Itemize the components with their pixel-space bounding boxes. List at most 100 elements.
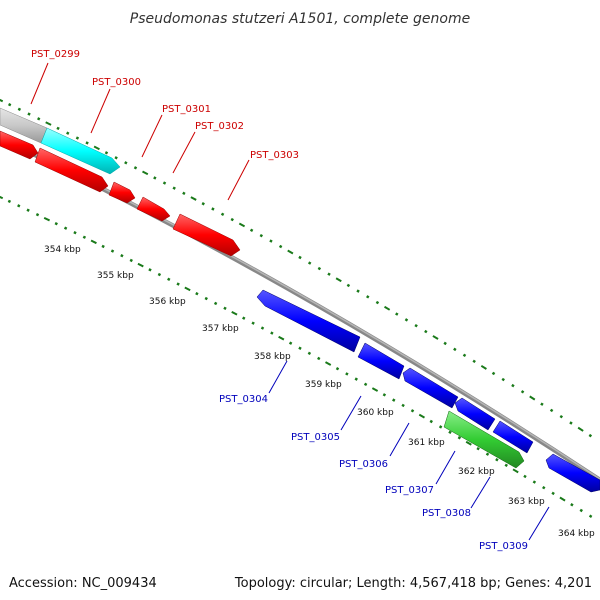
minor-tick [504, 463, 508, 467]
minor-tick [438, 425, 443, 429]
outer-tick-row [0, 98, 593, 438]
minor-tick [148, 268, 152, 272]
kbp-label: 362 kbp [458, 467, 495, 477]
inner-tick-row [0, 195, 593, 518]
callout-line [268, 360, 288, 394]
green-gene-arrow [443, 410, 525, 469]
major-tick [0, 195, 4, 200]
major-tick [512, 468, 519, 474]
major-tick [231, 310, 238, 316]
minor-tick [410, 409, 415, 413]
minor-tick [242, 316, 246, 320]
callout-line [30, 62, 49, 105]
callout-line [528, 506, 550, 541]
minor-tick [195, 292, 199, 296]
minor-tick [259, 233, 263, 238]
minor-tick [7, 199, 12, 204]
kbp-label: 363 kbp [508, 497, 545, 507]
minor-tick [63, 226, 68, 230]
major-tick [43, 216, 51, 222]
minor-tick [104, 151, 109, 155]
minor-tick [363, 382, 368, 387]
cyan-gene-arrow [40, 127, 121, 175]
major-tick [371, 387, 379, 392]
minor-tick [401, 403, 405, 408]
gene-label-pst-0304: PST_0304 [219, 394, 268, 405]
major-tick [559, 496, 566, 502]
reverse-gene-labels: PST_0304 PST_0305 PST_0306 PST_0307 PST_… [219, 360, 550, 552]
major-tick [238, 222, 246, 228]
minor-tick [176, 282, 180, 286]
map-title: Pseudomonas stutzeri A1501, complete gen… [130, 11, 470, 27]
minor-tick [278, 244, 283, 249]
minor-tick [213, 301, 218, 306]
forward-gene-arrow [108, 181, 136, 204]
minor-tick [588, 514, 593, 518]
kbp-label: 364 kbp [558, 529, 595, 539]
minor-tick [485, 452, 490, 456]
reverse-gene-arrow [492, 420, 534, 454]
minor-tick [395, 312, 399, 316]
minor-tick [124, 161, 128, 165]
minor-tick [559, 414, 564, 419]
gene-label-pst-0309: PST_0309 [479, 541, 528, 552]
kbp-label: 357 kbp [202, 324, 239, 334]
callout-line [435, 450, 456, 485]
gene-label-pst-0302: PST_0302 [195, 121, 244, 132]
gene-label-pst-0303: PST_0303 [250, 150, 299, 161]
minor-tick [269, 239, 273, 243]
major-tick [142, 170, 149, 176]
minor-tick [317, 266, 322, 271]
major-tick [418, 413, 425, 419]
minor-tick [270, 331, 274, 335]
minor-tick [153, 176, 157, 180]
minor-tick [570, 503, 574, 507]
minor-tick [82, 235, 87, 239]
minor-tick [114, 156, 118, 160]
callout-line [90, 88, 111, 134]
callout-line [172, 131, 196, 174]
minor-tick [443, 341, 447, 346]
forward-gene-arrow [0, 130, 39, 160]
major-tick [577, 426, 584, 432]
minor-tick [356, 289, 360, 293]
minor-tick [579, 508, 583, 513]
minor-tick [491, 371, 496, 376]
minor-tick [472, 359, 476, 364]
forward-gene-arrow [136, 196, 171, 222]
minor-tick [462, 353, 467, 358]
major-tick [190, 196, 197, 201]
minor-tick [75, 136, 80, 140]
minor-tick [523, 474, 527, 479]
callout-line [227, 159, 250, 201]
minor-tick [288, 341, 293, 345]
major-tick [0, 98, 4, 103]
callout-line [340, 395, 362, 431]
major-tick [465, 440, 472, 446]
minor-tick [101, 244, 105, 249]
kbp-label: 356 kbp [149, 297, 186, 307]
gene-label-pst-0301: PST_0301 [162, 104, 211, 115]
minor-tick [453, 347, 457, 352]
forward-gene-arrow [34, 147, 109, 193]
gene-label-pst-0300: PST_0300 [92, 77, 141, 88]
reverse-gene-arrow [545, 453, 600, 493]
major-tick [90, 239, 97, 245]
minor-tick [366, 295, 370, 299]
minor-tick [354, 377, 358, 381]
minor-tick [54, 221, 58, 226]
major-tick [325, 361, 332, 366]
minor-tick [201, 202, 205, 206]
minor-tick [549, 408, 554, 413]
minor-tick [167, 277, 171, 281]
minor-tick [501, 377, 505, 382]
kbp-label: 361 kbp [408, 438, 445, 448]
forward-gene-labels: PST_0299 PST_0300 PST_0301 PST_0302 PST_… [30, 49, 299, 201]
minor-tick [307, 351, 312, 356]
gene-label-pst-0299: PST_0299 [31, 49, 80, 60]
minor-tick [307, 261, 312, 265]
minor-tick [260, 326, 265, 330]
minor-tick [27, 112, 31, 116]
minor-tick [457, 436, 462, 440]
minor-tick [476, 446, 480, 451]
